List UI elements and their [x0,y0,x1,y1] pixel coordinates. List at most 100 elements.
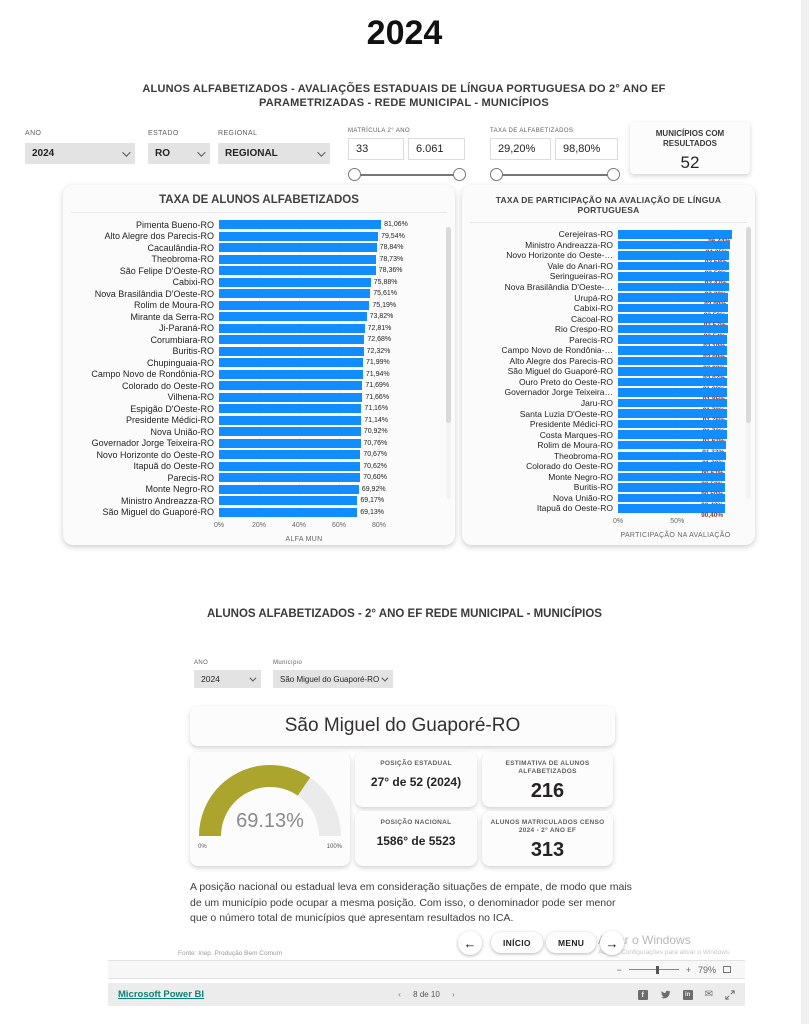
fit-to-page-icon[interactable] [723,966,731,973]
menu-button[interactable]: MENU [546,932,597,953]
bar[interactable]: 92,08% [618,356,728,372]
bar[interactable] [219,461,361,471]
slider-track[interactable] [354,174,460,176]
ano-dropdown-2[interactable]: 2024 [194,670,261,688]
zoom-slider-thumb[interactable] [656,965,660,974]
bar[interactable] [219,231,379,241]
bar[interactable]: 91,85% [618,388,727,403]
matricula-min-input[interactable]: 33 [348,138,404,160]
matricula-slider[interactable] [348,168,466,182]
bar[interactable] [219,266,376,276]
prev-page-button[interactable]: ‹ [398,990,401,999]
municipio-dropdown[interactable]: São Miguel do Guaporé-RO [273,670,393,688]
ano-dropdown[interactable]: 2024 [25,143,135,164]
slider-track[interactable] [496,174,614,176]
bar[interactable] [219,277,371,287]
slider-handle-min[interactable] [348,168,361,181]
back-button[interactable]: ← [458,931,482,955]
category-label: Rio Crespo-RO [554,324,613,335]
bar[interactable] [219,289,371,299]
bar[interactable]: 91,33% [618,440,727,456]
bar[interactable] [219,450,361,460]
browser-scroll-strip[interactable] [801,0,809,1024]
estado-dropdown[interactable]: RO [148,143,210,164]
slider-handle-min[interactable] [490,168,503,181]
bar[interactable]: 90,43% [618,493,726,509]
zoom-slider[interactable] [628,965,679,974]
bar[interactable]: 91,20% [618,451,727,467]
bar[interactable]: 90,53% [618,472,726,488]
matricula-max-input[interactable]: 6.061 [408,138,465,160]
estimativa-label: ESTIMATIVA DE ALUNOS ALFABETIZADOS [505,760,590,775]
slider-handle-max[interactable] [607,168,620,181]
zoom-in-button[interactable]: + [685,964,691,975]
category-label: Cabixi-RO [172,277,214,288]
bar[interactable]: 94,25% [618,240,730,256]
gridline [259,219,260,518]
linkedin-icon[interactable]: in [682,989,693,1000]
twitter-icon[interactable] [660,989,671,1000]
bar[interactable] [219,404,362,414]
page-indicator: 8 de 10 [413,990,440,999]
chart-scrollbar[interactable] [746,227,751,499]
bar[interactable] [219,335,365,345]
zoom-out-button[interactable]: − [616,964,622,975]
bar[interactable]: 92,99% [618,293,729,308]
chart-scrollbar[interactable] [446,227,451,499]
bar[interactable]: 91,63% [618,430,727,445]
regional-dropdown[interactable]: REGIONAL [218,143,330,164]
scrollbar-thumb[interactable] [746,227,751,423]
bar[interactable] [219,358,363,368]
bar[interactable] [219,254,377,264]
powerbi-brand-link[interactable]: Microsoft Power BI [118,989,205,1000]
bar[interactable]: 92,54% [618,324,728,340]
bar[interactable] [219,381,363,391]
bar[interactable]: 92,09% [618,346,728,361]
bar[interactable] [219,369,363,379]
bar[interactable]: 93,39% [618,282,729,298]
bar[interactable]: 92,57% [618,314,728,329]
bar[interactable] [219,243,377,253]
bar[interactable]: 92,59% [618,303,728,319]
taxa-max-input[interactable]: 98,80% [555,138,618,160]
bar[interactable] [219,392,363,402]
bar[interactable]: 92,07% [618,367,728,382]
bar[interactable]: 91,72% [618,419,727,435]
bar[interactable]: 91,76% [618,409,727,424]
bar[interactable] [219,312,367,322]
bar[interactable] [219,507,358,517]
bar[interactable]: 90,50% [618,483,726,498]
bar[interactable]: 91,88% [618,377,727,393]
bar[interactable]: 92,19% [618,335,728,350]
inicio-button[interactable]: INÍCIO [491,932,543,953]
taxa-min-input[interactable]: 29,20% [490,138,551,160]
bar[interactable]: 93,47% [618,272,729,287]
slider-handle-max[interactable] [453,168,466,181]
bar[interactable] [219,300,370,310]
mail-icon[interactable]: ✉ [704,988,713,1000]
chart-row: Campo Novo de Rondônia-RO 71,94% [63,369,455,381]
bar[interactable]: 90,67% [618,462,726,477]
chart-row: Chupinguaia-RO 71,99% [63,357,455,369]
bar[interactable] [219,473,361,483]
next-page-button[interactable]: › [452,990,455,999]
bar[interactable] [219,484,359,494]
bar[interactable]: 93,50% [618,261,729,277]
bar[interactable] [219,427,361,437]
expand-icon[interactable] [725,989,735,1000]
taxa-slider[interactable] [490,168,620,182]
forward-button[interactable]: → [600,931,624,955]
bar[interactable]: 96,44% [618,230,733,245]
bar[interactable] [219,346,364,356]
bar[interactable] [219,496,358,506]
bar[interactable] [219,220,382,230]
bar[interactable]: 91,79% [618,398,727,414]
bar[interactable]: 93,58% [618,251,729,266]
facebook-icon[interactable]: f [637,989,648,1000]
scrollbar-thumb[interactable] [446,227,451,423]
bar[interactable]: 90,40% [618,504,726,519]
bar[interactable] [219,415,362,425]
bar[interactable] [219,438,361,448]
zoom-percent: 79% [697,964,716,975]
bar[interactable] [219,323,365,333]
